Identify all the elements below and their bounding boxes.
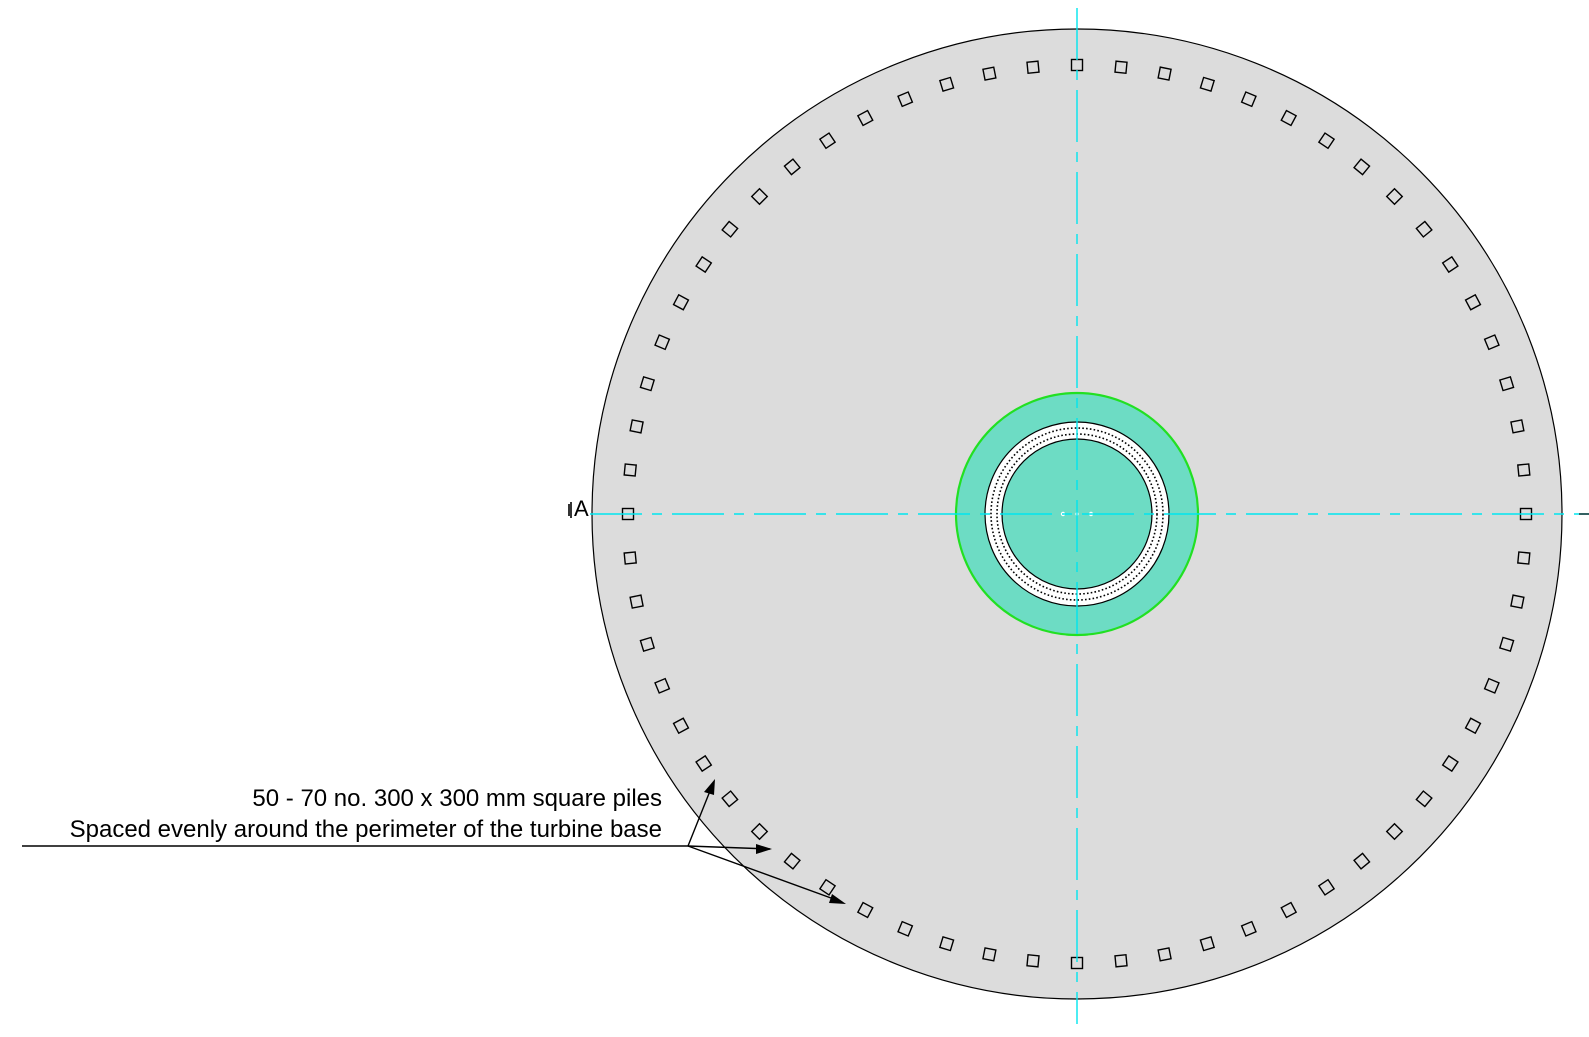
section-label-left: A (574, 496, 589, 521)
anchor-bolt-ring-outer (990, 427, 1164, 601)
pile (1385, 187, 1404, 206)
pile (721, 220, 739, 238)
pile (1415, 790, 1433, 808)
pile (1317, 132, 1336, 150)
pile (629, 594, 644, 609)
pile (818, 878, 837, 896)
pile (639, 375, 656, 392)
pile (1353, 158, 1371, 176)
leader-arrowhead (829, 894, 846, 904)
pile (783, 158, 801, 176)
pile (897, 920, 914, 937)
pile (818, 132, 837, 150)
pile (1114, 954, 1128, 968)
pile (1353, 852, 1371, 870)
pile (654, 334, 671, 351)
pile (938, 935, 955, 952)
pile (1415, 220, 1433, 238)
pile (1157, 947, 1172, 962)
pile-note-line-2: Spaced evenly around the perimeter of th… (70, 816, 662, 843)
pile (750, 187, 769, 206)
pile (1114, 60, 1128, 74)
pile (1317, 878, 1336, 896)
pile (1199, 76, 1216, 93)
pile (623, 551, 637, 565)
pile (1483, 334, 1500, 351)
pile (654, 677, 671, 694)
pile (1510, 419, 1525, 434)
pile (1240, 920, 1257, 937)
pile (639, 636, 656, 653)
pile (623, 463, 637, 477)
pile (695, 255, 713, 274)
pile (695, 754, 713, 773)
pile (750, 822, 769, 841)
pile (1441, 754, 1459, 773)
pile (1517, 551, 1531, 565)
pile (1280, 901, 1298, 919)
pile (1026, 954, 1040, 968)
pile-note-line-1: 50 - 70 no. 300 x 300 mm square piles (252, 785, 662, 812)
pile (1464, 717, 1482, 735)
pile (1026, 60, 1040, 74)
pile (856, 901, 874, 919)
pile-note-leader (22, 779, 846, 904)
pile (1385, 822, 1404, 841)
section-marker-left: A (568, 496, 589, 521)
pile (1510, 594, 1525, 609)
pile (1157, 66, 1172, 81)
pile-group (621, 58, 1533, 970)
pile (938, 76, 955, 93)
pile (672, 717, 690, 735)
pile (672, 293, 690, 311)
pile (1199, 935, 1216, 952)
pile (629, 419, 644, 434)
leader-arrowhead (704, 779, 715, 795)
pile (982, 947, 997, 962)
pile (982, 66, 997, 81)
pile (1441, 255, 1459, 274)
pile (721, 790, 739, 808)
pile (1517, 463, 1531, 477)
pile (1483, 677, 1500, 694)
leader-arrowhead (756, 844, 772, 854)
pile (897, 91, 914, 108)
pile (1498, 375, 1515, 392)
pile (1280, 109, 1298, 127)
pile (1464, 293, 1482, 311)
pile (1498, 636, 1515, 653)
pile (856, 109, 874, 127)
pile (783, 852, 801, 870)
pile (1240, 91, 1257, 108)
